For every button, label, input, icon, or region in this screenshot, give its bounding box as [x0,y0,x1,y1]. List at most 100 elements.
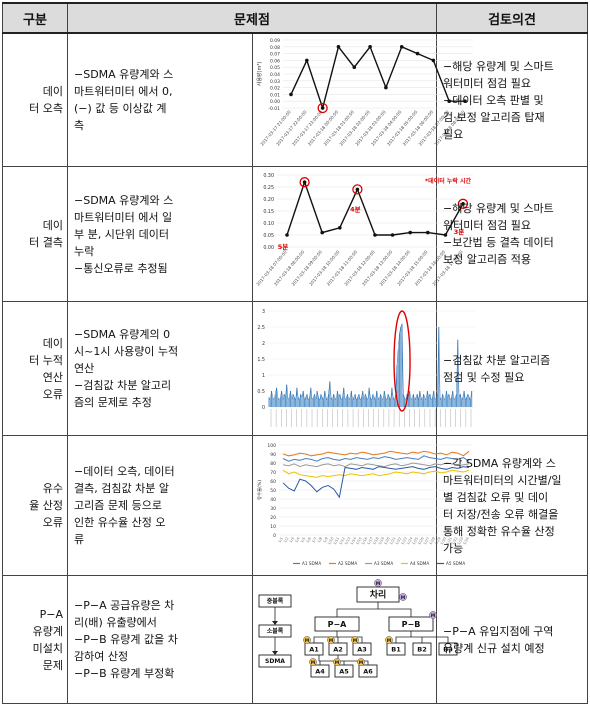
y-tick-label: 20 [270,514,276,520]
x-tick-label: 1/28 [428,535,436,545]
meter-marker-letter: M [386,637,391,643]
problem-line: 누락 [74,244,95,258]
review-line: 보정 알고리즘 적용 [443,253,531,266]
anomaly-circle [316,102,328,114]
review-line: −데이터 오측 판별 및 [443,93,544,107]
legend-label: A1 SDMA [302,561,321,566]
figure-cell: 0.30 0.25 0.20 0.15 0.10 0.05 0.00 *데이터 누락 시간 5분… [251,166,473,302]
table-row: 데이 터 누적 연산 오류 −SDMA 유량계의 0 시~1시 사용량이 누적 … [2,301,588,436]
review-line: 별 검침값 오류 및 데이 [443,490,549,504]
problem-line: 감하여 산정 [74,650,129,663]
y-tick-label: 40 [270,496,276,502]
y-tick-label: 0.02 [269,86,279,92]
x-tick-label: 1/16 [360,535,368,545]
x-tick-label: 1/33 [456,536,464,545]
review-cell: −각 SDMA 유량계와 스 마트워터미터의 시간별/일 별 검침값 오류 및 … [436,435,588,576]
problem-line: −통신오류로 추정됨 [74,261,168,275]
level-label-mid-label: 중블록 [266,597,283,605]
y-tick-label: 0.00 [263,245,274,251]
x-tick-label: 1/2 [283,536,289,543]
x-tick-label: 1/29 [434,535,442,545]
problem-line: 시~1시 사용량이 누적 [74,345,179,358]
x-tick-label: 1/21 [389,536,397,545]
series-line [268,323,472,402]
data-point [383,85,388,90]
table-row: 데이 터 결측 −SDMA 유량계와 스 마트워터미터 에서 일 부 분, 시단… [2,166,588,302]
meter-marker-letter: M [352,637,357,643]
y-tick-label: 90 [270,451,276,457]
legend-label: A5 SDMA [446,561,465,566]
y-tick-label: 0.05 [263,233,274,239]
meter-marker-icon: M [356,657,365,666]
missing-data-legend: *데이터 누락 시간 [425,177,471,185]
y-tick-label: 100 [267,442,276,448]
x-tick-label: 1/14 [349,535,357,545]
y-axis-label: 유수율(%) [257,479,263,499]
block-A6-label: A6 [363,667,373,675]
category-line: 미설치 [32,641,63,655]
category-line: 데이 [42,219,63,232]
meter-marker-circle [332,657,341,666]
meter-marker-icon: M [332,657,341,666]
review-line: 워터미터 점검 필요 [443,219,531,232]
block-root-label: 차리 [369,588,386,600]
missing-minutes-label: 5분 [277,242,288,251]
meter-marker-circle [384,635,393,644]
series-line [289,45,465,111]
level-label-small: 소블록 [258,624,291,637]
data-point [319,230,324,235]
table-row: P−A 유량계 미설치 문제 −P−A 공급유량은 차 리(배) 유출량에서 −… [2,575,588,704]
table-row: 유수 율 산정 오류 −데이터 오측, 데이터 결측, 검침값 차분 알 고리즘… [2,435,588,576]
y-tick-label: 0.30 [263,173,274,179]
x-tick-label: 1/31 [445,536,453,545]
x-tick-label: 1/24 [405,535,413,545]
block-pb-label: P−B [401,619,420,628]
block-B3: B3 [438,642,457,655]
data-point [304,58,309,63]
header-category: 구분 [2,2,68,34]
level-label-sdma-label: SDMA [265,658,285,665]
category-line: 연산 [42,370,63,384]
meter-marker-circle [356,657,365,666]
review-line: −보간법 등 결측 데이터 [443,236,554,249]
y-tick-label: 0 [261,405,264,411]
data-point [367,45,372,49]
problem-line: 연산 [74,362,95,375]
category-line: 데이 [42,336,63,350]
category-line: 데이 [42,85,63,98]
meter-marker-letter: M [304,637,309,643]
block-B1-box [386,642,405,655]
block-B2-label: B2 [417,645,426,653]
missing-data-circle [298,177,310,188]
usage-line-chart: 0.090.080.070.060.050.040.030.020.010.00… [256,38,473,147]
series-line [282,454,469,462]
category-line: 유수 [42,482,63,495]
block-A4: A4 [310,664,329,677]
x-tick-label: 2017-03-18 13:00:00 [360,249,393,287]
problem-line: −데이터 오측, 데이터 [74,465,175,478]
meter-marker-letter: M [430,612,435,618]
block-B3-box [438,642,457,655]
review-line: −검침값 차분 알고리즘 [443,353,551,367]
figure-cell: 3 2.5 2 1.5 1 0.5 0 [251,301,475,436]
series-line [282,461,469,467]
problem-line: −SDMA 유량계의 0 [74,328,171,341]
problem-cell: −SDMA 유량계의 0 시~1시 사용량이 누적 연산 −검침값 차분 알고리… [67,301,253,436]
review-line: 터 저장/전송 오류 해결을 [443,507,559,521]
data-point [460,202,465,206]
x-tick-label: 2017-03-18 16:00:00 [413,249,446,287]
meter-marker-letter: M [310,659,315,665]
review-cell: −P−A 유입지점에 구역 유량계 신규 설치 예정 [436,575,588,704]
category-line: 터 결측 [29,236,63,249]
missing-data-line-chart: 0.30 0.25 0.20 0.15 0.10 0.05 0.00 *데이터 누락 시간 5분… [255,173,473,287]
review-line: 필요 [443,127,464,141]
category-cell: 유수 율 산정 오류 [2,435,68,576]
review-line: −각 SDMA 유량계와 스 [443,456,556,470]
anomaly-ellipse [392,309,411,412]
y-tick-label: 0.20 [263,197,274,203]
data-point [302,180,306,184]
problem-line: 즘의 문제로 추정 [74,396,152,409]
data-point [337,226,342,230]
review-line: 가능 [443,541,464,555]
